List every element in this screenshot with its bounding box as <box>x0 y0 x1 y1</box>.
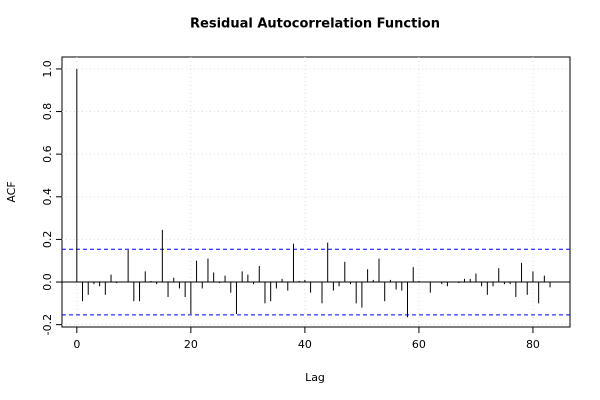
y-tick-label: 1.0 <box>41 60 54 78</box>
x-tick-label: 40 <box>298 338 312 351</box>
y-tick-label: -0.2 <box>41 314 54 335</box>
x-tick-label: 80 <box>526 338 540 351</box>
x-tick-label: 20 <box>184 338 198 351</box>
y-tick-label: 0.4 <box>41 188 54 206</box>
chart-title: Residual Autocorrelation Function <box>190 17 440 32</box>
y-tick-label: 0.8 <box>41 103 54 121</box>
y-tick-label: 0.0 <box>41 273 54 291</box>
x-tick-label: 0 <box>73 338 80 351</box>
y-tick-label: 0.2 <box>41 231 54 249</box>
x-tick-label: 60 <box>412 338 426 351</box>
y-axis-label: ACF <box>5 181 18 202</box>
y-tick-label: 0.6 <box>41 145 54 163</box>
x-axis-label: Lag <box>305 371 325 384</box>
plot-frame <box>61 56 571 328</box>
